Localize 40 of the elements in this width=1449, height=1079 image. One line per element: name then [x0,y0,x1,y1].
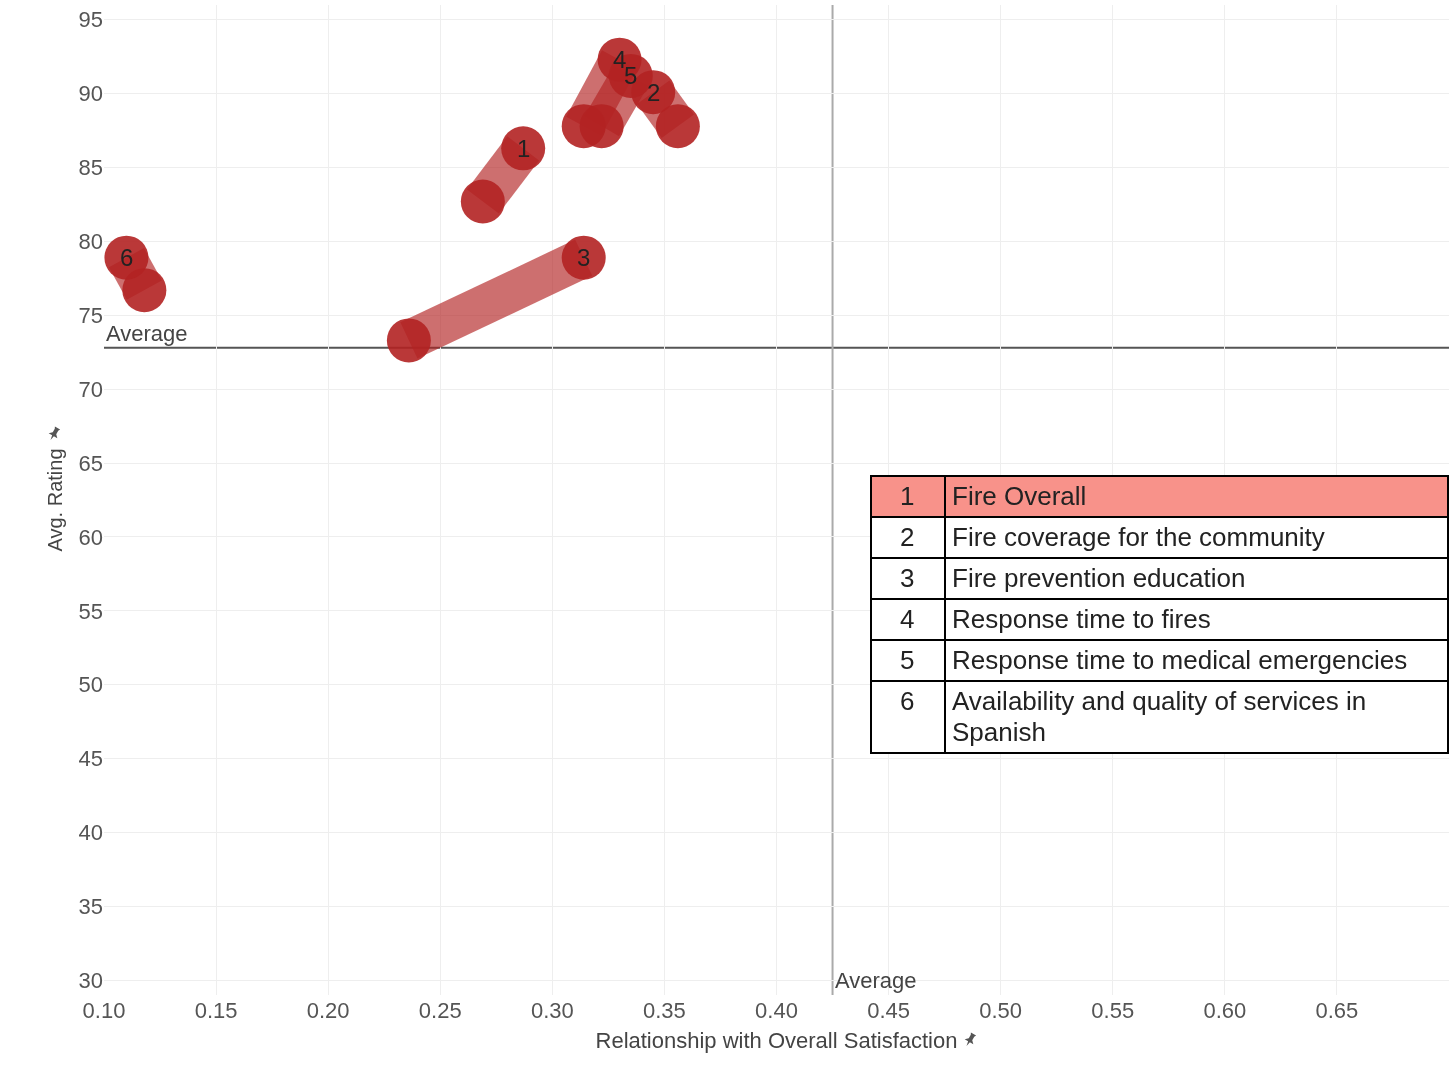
annotation: 3 [577,244,591,271]
ref-line-label: Average [835,968,917,993]
y-axis-title: Avg. Rating [44,448,67,552]
y-tick-label: 45 [78,746,103,772]
x-tick-label: 0.65 [1315,998,1359,1023]
y-tick-label: 60 [78,524,103,550]
annotation: 1 [517,135,531,162]
annotation: 1 Fire Overall [872,477,1447,518]
annotation: 5 Response time to medical emergencies [872,641,1447,682]
y-tick-label: 30 [78,967,103,993]
y-tick-label: 95 [78,7,103,33]
y-tick-label: 40 [78,820,103,846]
x-tick-label: 0.30 [530,998,574,1023]
annotation: 6 [120,244,134,271]
annotation: 6 Availability and quality of services in Spanish [872,682,1447,754]
y-tick-label: 50 [78,672,103,698]
y-tick-label: 55 [78,598,103,624]
x-tick-label: 0.10 [82,998,126,1023]
x-tick-label: 0.45 [867,998,910,1023]
y-tick-label: 90 [78,81,103,107]
x-tick-label: 0.25 [418,998,462,1023]
annotation: 4 Response time to fires [872,600,1447,641]
y-tick-label: 65 [78,450,103,476]
ref-line-label: Average [106,321,188,346]
x-tick-label: 0.15 [194,998,238,1023]
y-tick-label: 35 [78,894,103,920]
annotation: 2 [647,79,661,106]
annotation: 3 Fire prevention education [872,559,1447,600]
x-tick-label: 0.20 [306,998,350,1023]
x-tick-label: 0.35 [643,998,686,1023]
y-tick-label: 75 [78,303,103,328]
y-tick-label: 85 [78,155,103,181]
x-tick-label: 0.50 [979,998,1023,1023]
x-axis-title: Relationship with Overall Satisfaction [595,1027,958,1053]
x-tick-label: 0.60 [1203,998,1247,1023]
annotation: 2 Fire coverage for the community [872,518,1447,559]
x-tick-label: 0.40 [755,998,798,1023]
y-tick-label: 80 [78,229,103,255]
y-tick-label: 70 [78,376,103,402]
x-tick-label: 0.55 [1091,998,1135,1023]
